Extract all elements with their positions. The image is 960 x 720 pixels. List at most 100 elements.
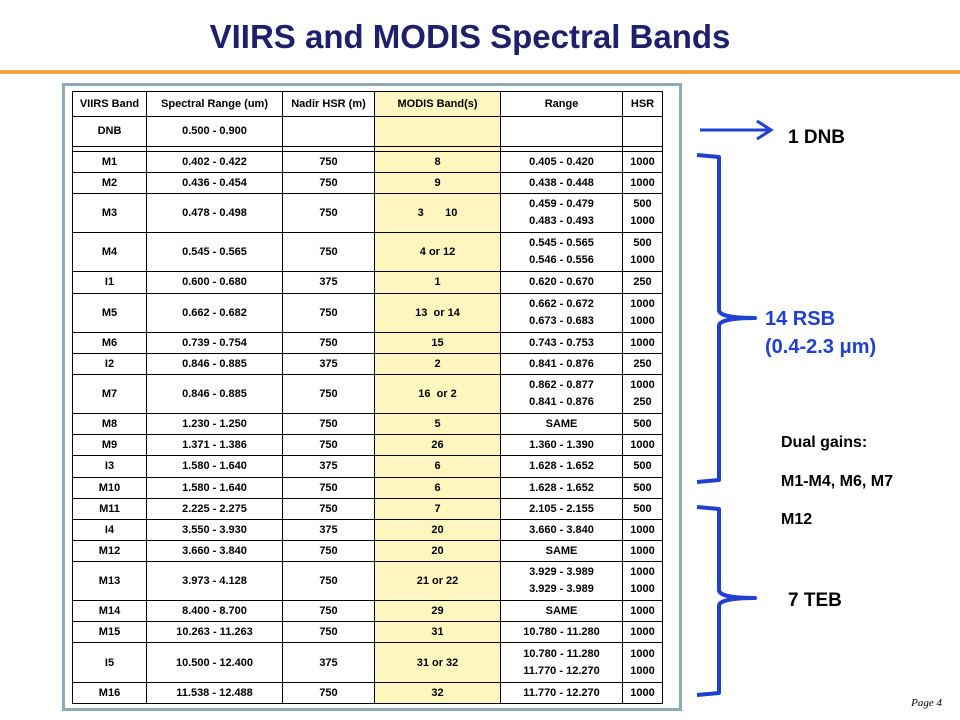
cell-modis-range-line: 3.929 - 3.989 bbox=[529, 566, 594, 579]
table-row: M5 0.662 - 0.682 750 13 or 14 0.662 - 0.672 0… bbox=[72, 292, 663, 333]
cell-spectral-range: 0.739 - 0.754 bbox=[146, 331, 283, 354]
cell-modis-bands: 3 10 bbox=[374, 193, 501, 234]
cell-viirs-band: M5 bbox=[72, 292, 147, 333]
cell-nadir-hsr: 375 bbox=[282, 352, 375, 375]
cell-modis-bands: 15 bbox=[374, 331, 501, 354]
cell-modis-hsr: 1000 1000 bbox=[622, 642, 663, 683]
cell-modis-hsr-line: 1000 bbox=[630, 297, 655, 310]
cell-viirs-band: M11 bbox=[72, 497, 147, 520]
cell-modis-range-line: 0.546 - 0.556 bbox=[529, 254, 594, 267]
cell-nadir-hsr: 750 bbox=[282, 232, 375, 273]
cell-spectral-range: 0.600 - 0.680 bbox=[146, 271, 283, 294]
table-row: M14 8.400 - 8.700 750 29 SAME 1000 bbox=[72, 600, 663, 623]
cell-modis-bands: 8 bbox=[374, 150, 501, 174]
cell-modis-bands: 21 or 22 bbox=[374, 561, 501, 602]
cell-modis-range: 3.660 - 3.840 bbox=[500, 518, 623, 541]
spectral-bands-table: VIIRS Band Spectral Range (um) Nadir HSR… bbox=[72, 91, 663, 705]
cell-modis-range-line: 0.662 - 0.672 bbox=[529, 297, 594, 310]
cell-nadir-hsr: 375 bbox=[282, 518, 375, 541]
cell-modis-bands: 7 bbox=[374, 497, 501, 520]
cell-modis-range: SAME bbox=[500, 413, 623, 436]
cell-viirs-band: M10 bbox=[72, 476, 147, 499]
table-row: I1 0.600 - 0.680 375 1 0.620 - 0.670 250 bbox=[72, 271, 663, 294]
cell-modis-range: 1.628 - 1.652 bbox=[500, 455, 623, 478]
cell-modis-range: 0.545 - 0.565 0.546 - 0.556 bbox=[500, 232, 623, 273]
cell-spectral-range: 1.580 - 1.640 bbox=[146, 476, 283, 499]
cell-modis-range-line: 11.770 - 12.270 bbox=[523, 664, 600, 677]
table-row: I3 1.580 - 1.640 375 6 1.628 - 1.652 500 bbox=[72, 455, 663, 478]
cell-modis-hsr: 250 bbox=[622, 352, 663, 375]
cell-modis-bands: 29 bbox=[374, 600, 501, 623]
cell-spectral-range: 1.371 - 1.386 bbox=[146, 434, 283, 457]
cell-modis-hsr bbox=[622, 116, 663, 147]
rsb-label: 14 RSB (0.4-2.3 μm) bbox=[765, 305, 876, 361]
title-underline bbox=[0, 70, 960, 74]
cell-spectral-range: 11.538 - 12.488 bbox=[146, 681, 283, 705]
cell-modis-bands: 26 bbox=[374, 434, 501, 457]
cell-modis-hsr: 250 bbox=[622, 271, 663, 294]
table-row: M15 10.263 - 11.263 750 31 10.780 - 11.280 10… bbox=[72, 621, 663, 644]
cell-spectral-range: 1.230 - 1.250 bbox=[146, 413, 283, 436]
cell-nadir-hsr bbox=[282, 116, 375, 147]
table-row-dnb: DNB 0.500 - 0.900 bbox=[72, 116, 663, 147]
cell-spectral-range: 0.402 - 0.422 bbox=[146, 150, 283, 174]
rsb-bracket-icon bbox=[696, 153, 757, 484]
table-row: M12 3.660 - 3.840 750 20 SAME 1000 bbox=[72, 539, 663, 563]
cell-nadir-hsr: 375 bbox=[282, 271, 375, 294]
cell-nadir-hsr: 750 bbox=[282, 497, 375, 520]
cell-modis-range-line: 0.673 - 0.683 bbox=[529, 314, 594, 327]
cell-nadir-hsr: 750 bbox=[282, 292, 375, 333]
cell-nadir-hsr: 750 bbox=[282, 681, 375, 705]
table-row: M2 0.436 - 0.454 750 9 0.438 - 0.448 1000 bbox=[72, 172, 663, 195]
cell-viirs-band: M15 bbox=[72, 621, 147, 644]
cell-modis-range: 1.628 - 1.652 bbox=[500, 476, 623, 499]
cell-nadir-hsr: 750 bbox=[282, 331, 375, 354]
cell-modis-hsr: 1000 bbox=[622, 600, 663, 623]
cell-modis-hsr: 1000 bbox=[622, 681, 663, 705]
cell-modis-bands: 31 bbox=[374, 621, 501, 644]
cell-modis-range-line: 3.929 - 3.989 bbox=[529, 583, 594, 596]
cell-modis-range: 0.620 - 0.670 bbox=[500, 271, 623, 294]
cell-modis-hsr-line: 1000 bbox=[630, 647, 655, 660]
cell-nadir-hsr: 375 bbox=[282, 642, 375, 683]
cell-modis-range-line: 0.841 - 0.876 bbox=[529, 396, 594, 409]
header-modis-range: Range bbox=[500, 91, 623, 117]
cell-modis-hsr-line: 1000 bbox=[630, 664, 655, 677]
header-viirs-band: VIIRS Band bbox=[72, 91, 147, 117]
cell-viirs-band: I5 bbox=[72, 642, 147, 683]
table-row: I2 0.846 - 0.885 375 2 0.841 - 0.876 250 bbox=[72, 352, 663, 375]
table-row: M6 0.739 - 0.754 750 15 0.743 - 0.753 1000 bbox=[72, 331, 663, 354]
cell-nadir-hsr: 750 bbox=[282, 373, 375, 415]
cell-viirs-band: I3 bbox=[72, 455, 147, 478]
cell-modis-hsr: 500 bbox=[622, 476, 663, 499]
cell-modis-hsr-line: 250 bbox=[633, 396, 652, 409]
page-number: Page 4 bbox=[911, 697, 942, 709]
cell-modis-bands: 13 or 14 bbox=[374, 292, 501, 333]
cell-modis-range-line: 0.459 - 0.479 bbox=[529, 198, 594, 211]
table-row: M9 1.371 - 1.386 750 26 1.360 - 1.390 1000 bbox=[72, 434, 663, 457]
cell-modis-hsr: 500 1000 bbox=[622, 232, 663, 273]
cell-modis-range-line: 0.545 - 0.565 bbox=[529, 237, 594, 250]
dual-gains-bands-line1: M1-M4, M6, M7 bbox=[781, 473, 894, 490]
cell-spectral-range: 0.545 - 0.565 bbox=[146, 232, 283, 273]
table-row: M8 1.230 - 1.250 750 5 SAME 500 bbox=[72, 413, 663, 436]
cell-nadir-hsr: 750 bbox=[282, 413, 375, 436]
cell-modis-bands: 6 bbox=[374, 476, 501, 499]
cell-nadir-hsr: 375 bbox=[282, 455, 375, 478]
cell-modis-range: SAME bbox=[500, 539, 623, 563]
cell-modis-range: 1.360 - 1.390 bbox=[500, 434, 623, 457]
cell-modis-hsr: 1000 1000 bbox=[622, 292, 663, 333]
cell-nadir-hsr: 750 bbox=[282, 476, 375, 499]
table-row: M1 0.402 - 0.422 750 8 0.405 - 0.420 1000 bbox=[72, 150, 663, 174]
cell-modis-bands: 1 bbox=[374, 271, 501, 294]
dnb-label: 1 DNB bbox=[788, 127, 846, 148]
cell-modis-hsr: 1000 bbox=[622, 150, 663, 174]
cell-spectral-range: 10.263 - 11.263 bbox=[146, 621, 283, 644]
cell-spectral-range: 0.846 - 0.885 bbox=[146, 352, 283, 375]
cell-nadir-hsr: 750 bbox=[282, 600, 375, 623]
cell-viirs-band: M14 bbox=[72, 600, 147, 623]
cell-spectral-range: 0.436 - 0.454 bbox=[146, 172, 283, 195]
cell-viirs-band: M12 bbox=[72, 539, 147, 563]
cell-viirs-band: M8 bbox=[72, 413, 147, 436]
cell-modis-hsr-line: 1000 bbox=[630, 379, 655, 392]
